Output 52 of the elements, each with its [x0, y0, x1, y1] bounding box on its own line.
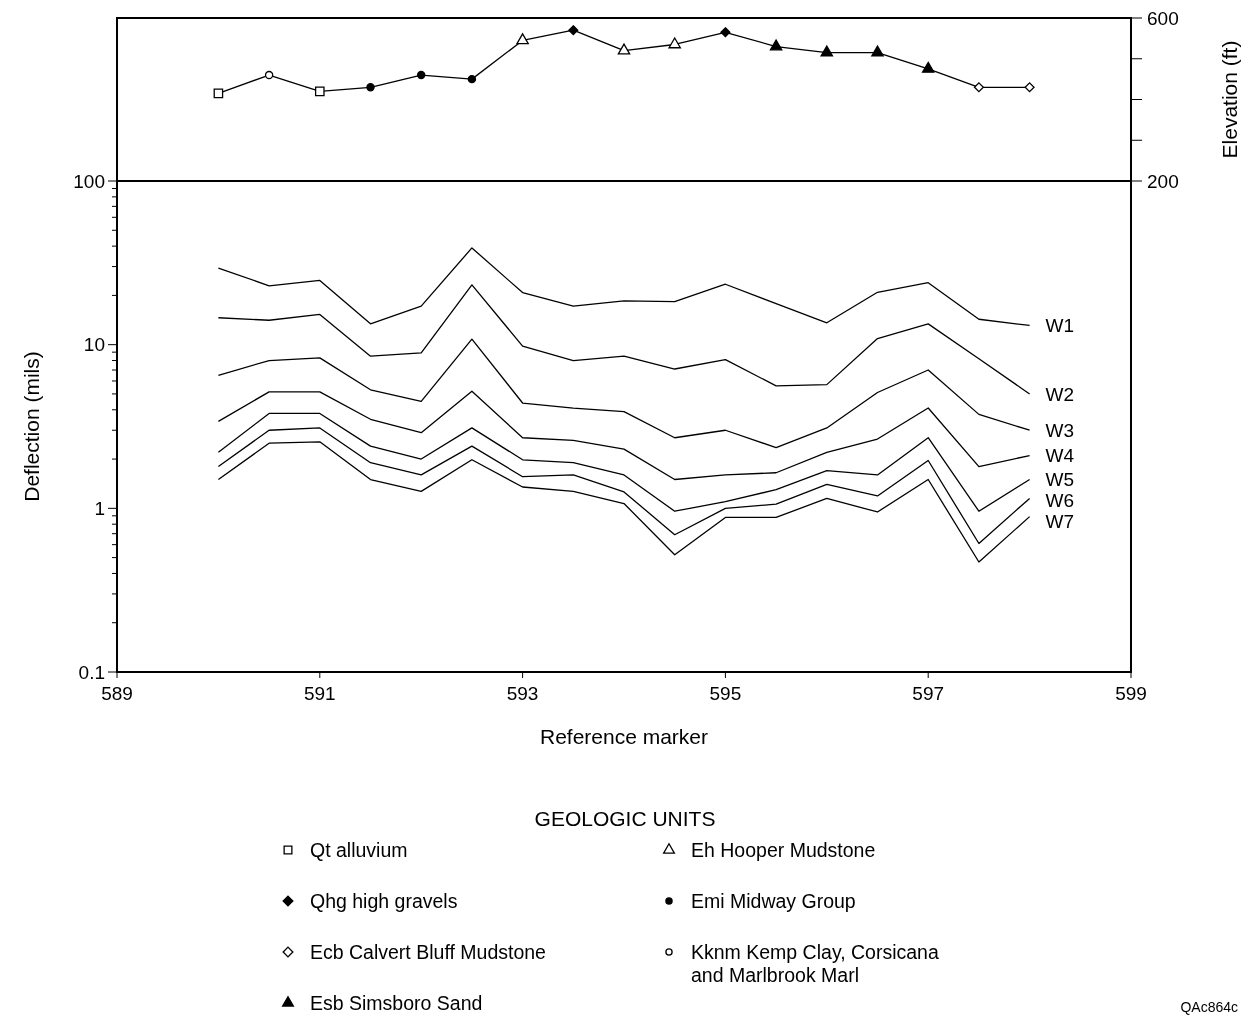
x-tick-label: 599: [1115, 683, 1147, 704]
y-tick-label: 0.1: [78, 661, 105, 683]
point: [416, 70, 426, 80]
y-tick-label: 100: [73, 170, 105, 192]
point: [314, 86, 325, 97]
legend-label: Kknm Kemp Clay, Corsicana and Marlbrook Marl: [691, 940, 939, 987]
point: [264, 70, 274, 80]
x-tick-label: 591: [303, 683, 336, 704]
series-label: W6: [1045, 490, 1075, 512]
x-tick-label: 595: [709, 683, 742, 704]
y-tick-label: 1: [94, 497, 105, 519]
line-series: [217, 338, 1031, 449]
x-tick-label: 589: [101, 683, 133, 704]
x-tick-label: 593: [506, 683, 539, 704]
legend-label: Emi Midway Group: [691, 889, 856, 912]
series-label: W5: [1045, 469, 1075, 491]
point: [973, 82, 984, 93]
line-series: [217, 427, 1031, 545]
point: [366, 83, 375, 92]
legend-title: GEOLOGIC UNITS: [534, 807, 716, 831]
point: [516, 33, 529, 45]
line-series: [217, 441, 1031, 563]
series-label: W7: [1045, 511, 1075, 533]
point: [1024, 82, 1035, 93]
line-series: [217, 247, 1031, 327]
line-series: [217, 412, 1031, 512]
legend-label: Ecb Calvert Bluff Mudstone: [310, 940, 546, 963]
series-label: W1: [1045, 315, 1075, 337]
legend-label: Qt alluvium: [310, 838, 408, 861]
y2-axis-title: Elevation (ft): [1218, 40, 1241, 159]
y2-tick-label: 600: [1147, 7, 1179, 29]
legend-label: Esb Simsboro Sand: [310, 991, 483, 1014]
point: [769, 39, 783, 51]
y-axis-title: Deflection (mils): [20, 351, 43, 502]
legend-label: Eh Hooper Mudstone: [691, 838, 876, 861]
y-tick-label: 10: [83, 334, 105, 356]
point: [617, 43, 631, 55]
series-label: W4: [1045, 445, 1075, 467]
point: [820, 45, 834, 57]
series-label: W2: [1045, 383, 1075, 405]
line-series: [217, 284, 1031, 395]
legend-label: Qhg high gravels: [310, 889, 458, 912]
point: [467, 74, 477, 84]
series-label: W3: [1045, 419, 1075, 441]
x-tick-label: 597: [912, 683, 945, 704]
point: [668, 37, 681, 49]
y2-tick-label: 200: [1147, 170, 1179, 192]
point: [921, 61, 935, 73]
point: [871, 45, 884, 57]
line-series: [217, 390, 1031, 481]
x-axis-title: Reference marker: [539, 725, 709, 748]
text: QAc864c: [1180, 999, 1238, 1015]
